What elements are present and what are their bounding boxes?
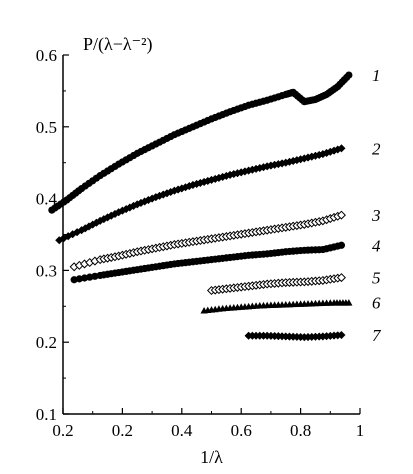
x-ticks: 0.2 0.2 0.4 0.6 0.8 1 [52,408,364,440]
series-5 [206,273,346,296]
labels-layer: 1 2 3 4 5 6 7 [371,66,382,345]
series-6 [200,299,353,314]
series-3 [69,210,346,272]
series-4 [70,241,346,284]
y-tick-label: 0.6 [36,46,57,65]
y-tick-label: 0.3 [36,261,57,280]
series-label: 6 [372,294,381,313]
series-label: 2 [372,139,381,158]
x-tick-label: 0.4 [171,421,193,440]
data-point [337,241,346,249]
data-point [337,330,346,340]
series-label: 4 [372,236,381,255]
y-axis-title: P/(λ−λ⁻²) [83,34,153,55]
y-tick-label: 0.4 [36,190,58,209]
x-tick-label: 0.2 [52,421,73,440]
data-point [345,71,353,79]
x-tick-label: 0.6 [231,421,252,440]
series-label: 1 [372,66,381,85]
x-axis-title: 1/λ [200,447,223,467]
series-1 [48,71,353,214]
data-point [337,144,346,153]
series-7 [244,330,346,342]
x-tick-label: 0.8 [290,421,311,440]
series-layer [48,71,353,342]
data-point [345,299,353,306]
data-point [336,210,346,220]
x-tick-label: 1 [356,421,365,440]
series-label: 5 [372,269,381,288]
y-ticks: 0.1 0.2 0.3 0.4 0.5 0.6 [36,46,69,424]
data-point [336,273,346,283]
series-2 [55,144,346,245]
series-label: 3 [371,206,381,225]
y-tick-label: 0.2 [36,333,57,352]
y-tick-label: 0.1 [36,405,57,424]
y-tick-label: 0.5 [36,118,57,137]
x-tick-label: 0.2 [112,421,133,440]
series-label: 7 [372,326,382,345]
